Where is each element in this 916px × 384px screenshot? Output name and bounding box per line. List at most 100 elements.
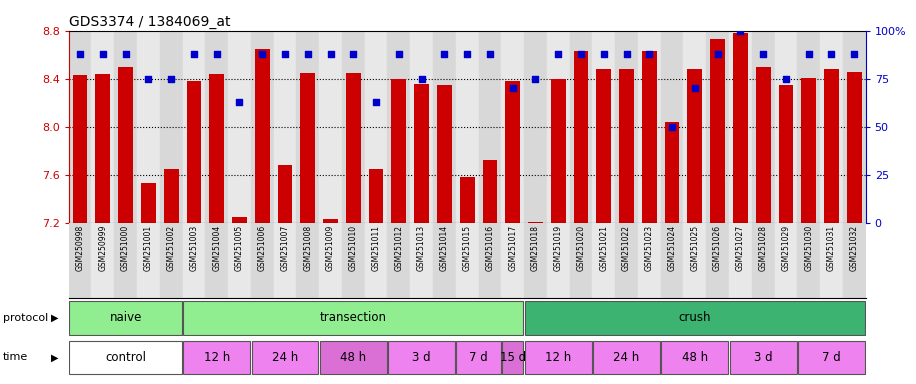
Bar bbox=[710, 39, 725, 223]
Bar bbox=[524, 223, 547, 298]
Point bbox=[573, 51, 588, 57]
Bar bbox=[687, 69, 703, 223]
Bar bbox=[137, 223, 159, 298]
Bar bbox=[278, 165, 292, 223]
Text: 12 h: 12 h bbox=[203, 351, 230, 364]
Text: protocol: protocol bbox=[3, 313, 48, 323]
Bar bbox=[775, 223, 797, 298]
Bar bbox=[368, 169, 384, 223]
Bar bbox=[323, 219, 338, 223]
Bar bbox=[779, 85, 793, 223]
Point bbox=[688, 85, 703, 91]
Bar bbox=[820, 223, 843, 298]
Point bbox=[642, 51, 657, 57]
Bar bbox=[183, 301, 523, 334]
Bar bbox=[410, 31, 433, 223]
Bar bbox=[69, 31, 92, 223]
Point bbox=[255, 51, 269, 57]
Bar bbox=[159, 223, 182, 298]
Bar bbox=[255, 49, 269, 223]
Point bbox=[187, 51, 202, 57]
Bar bbox=[297, 31, 319, 223]
Text: GSM251023: GSM251023 bbox=[645, 225, 654, 271]
Bar bbox=[114, 31, 137, 223]
Bar bbox=[528, 222, 543, 223]
Point bbox=[756, 51, 770, 57]
Text: GSM251029: GSM251029 bbox=[781, 225, 791, 271]
Point bbox=[824, 51, 839, 57]
Bar bbox=[752, 223, 775, 298]
Bar bbox=[342, 31, 365, 223]
Point bbox=[733, 28, 747, 34]
Bar bbox=[187, 81, 202, 223]
Point bbox=[278, 51, 292, 57]
Bar bbox=[730, 341, 797, 374]
Bar bbox=[593, 341, 660, 374]
Text: ▶: ▶ bbox=[51, 313, 59, 323]
Bar bbox=[524, 31, 547, 223]
Text: ▶: ▶ bbox=[51, 352, 59, 362]
Point bbox=[483, 51, 497, 57]
Bar bbox=[137, 31, 159, 223]
Text: GSM251012: GSM251012 bbox=[395, 225, 403, 271]
Text: 24 h: 24 h bbox=[614, 351, 639, 364]
Bar bbox=[570, 223, 593, 298]
Bar bbox=[274, 223, 297, 298]
Bar bbox=[182, 31, 205, 223]
Point bbox=[619, 51, 634, 57]
Bar bbox=[596, 69, 611, 223]
Bar bbox=[733, 33, 747, 223]
Text: transection: transection bbox=[320, 311, 387, 324]
Text: GSM251022: GSM251022 bbox=[622, 225, 631, 271]
Bar bbox=[843, 31, 866, 223]
Bar bbox=[92, 31, 114, 223]
Bar bbox=[414, 84, 429, 223]
Point bbox=[118, 51, 133, 57]
Bar bbox=[391, 79, 407, 223]
Text: 3 d: 3 d bbox=[754, 351, 772, 364]
Text: GSM251011: GSM251011 bbox=[372, 225, 380, 271]
Bar bbox=[638, 223, 660, 298]
Bar bbox=[525, 301, 865, 334]
Text: GSM251027: GSM251027 bbox=[736, 225, 745, 271]
Bar bbox=[72, 75, 88, 223]
Bar bbox=[118, 67, 133, 223]
Bar bbox=[300, 73, 315, 223]
Bar bbox=[797, 223, 820, 298]
Text: GSM251008: GSM251008 bbox=[303, 225, 312, 271]
Bar bbox=[456, 223, 478, 298]
Point bbox=[141, 76, 156, 82]
Text: 24 h: 24 h bbox=[272, 351, 298, 364]
Bar bbox=[756, 67, 770, 223]
Bar bbox=[501, 31, 524, 223]
Text: GSM251020: GSM251020 bbox=[576, 225, 585, 271]
Bar bbox=[183, 341, 250, 374]
Point bbox=[72, 51, 87, 57]
Text: GSM251031: GSM251031 bbox=[827, 225, 836, 271]
Bar bbox=[706, 223, 729, 298]
Bar bbox=[69, 223, 92, 298]
Bar bbox=[252, 341, 319, 374]
Bar bbox=[342, 223, 365, 298]
Bar bbox=[660, 223, 683, 298]
Point bbox=[460, 51, 474, 57]
Bar bbox=[456, 31, 478, 223]
Bar bbox=[843, 223, 866, 298]
Bar bbox=[114, 223, 137, 298]
Bar bbox=[616, 223, 638, 298]
Bar bbox=[209, 74, 224, 223]
Text: GSM251018: GSM251018 bbox=[531, 225, 540, 271]
Bar bbox=[319, 223, 342, 298]
Bar bbox=[164, 169, 179, 223]
Bar bbox=[752, 31, 775, 223]
Bar bbox=[547, 223, 570, 298]
Bar bbox=[502, 341, 523, 374]
Bar bbox=[460, 177, 474, 223]
Bar bbox=[433, 31, 456, 223]
Bar bbox=[92, 223, 114, 298]
Bar bbox=[665, 122, 680, 223]
Bar bbox=[70, 341, 182, 374]
Point bbox=[710, 51, 725, 57]
Bar bbox=[205, 31, 228, 223]
Bar bbox=[182, 223, 205, 298]
